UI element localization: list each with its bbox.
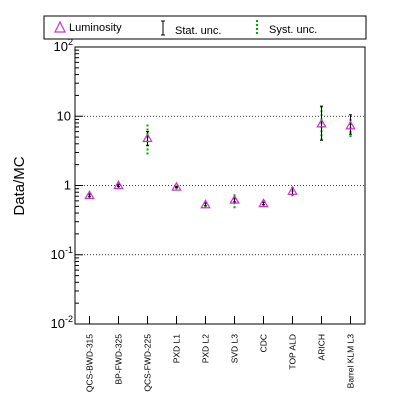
data-point [142,122,153,155]
legend-syst-label: Syst. unc. [269,24,317,36]
data-point [171,181,182,191]
luminosity-marker [316,118,327,128]
x-category-label: PXD L2 [201,334,211,364]
data-point [316,105,327,141]
y-tick-label-2: 1 [64,178,71,193]
luminosity-marker [113,180,124,190]
data-point [113,180,124,190]
luminosity-marker [84,189,95,200]
x-category-label: PXD L1 [172,334,182,364]
x-axis: QCS-BWD-315 BP-FWD-325 QCS-FWD-225 PXD L1 PX… [85,316,356,392]
luminosity-marker [229,194,240,204]
luminosity-marker [258,198,269,208]
x-category-label: ARICH [317,334,327,360]
y-tick-label-3: 10 [57,108,71,123]
legend-stat-marker [161,20,165,36]
y-axis-title: Data/MC [11,156,28,215]
grid [75,115,365,256]
x-category-label: SVD L3 [230,334,240,364]
data-point [229,192,240,209]
y-tick-label-1: 10-1 [51,245,73,262]
luminosity-marker [345,120,356,130]
x-category-label: QCS-FWD-225 [143,334,153,392]
data-point [287,185,298,197]
legend-frame [43,15,367,40]
x-category-label: QCS-BWD-315 [85,334,95,392]
luminosity-marker [171,181,182,191]
luminosity-marker [200,199,211,209]
data-point [84,189,95,200]
luminosity-marker [142,132,153,143]
x-category-label: TOP ALD [288,334,298,370]
legend-luminosity-marker [54,20,66,33]
data-point [345,114,356,138]
legend: Luminosity Stat. unc. Syst. unc. [43,15,367,40]
y-axis: 10-2 10-1 1 10 102 [51,37,83,331]
x-category-label: BP-FWD-325 [114,334,124,385]
data-point [258,198,269,208]
y-tick-label-4: 102 [54,37,73,54]
legend-luminosity-label: Luminosity [69,22,122,34]
x-category-label: Barrel KLM L3 [346,334,356,389]
y-tick-label-0: 10-2 [51,314,73,331]
x-category-label: CDC [259,334,269,352]
data-point [200,199,211,209]
luminosity-marker [287,185,298,195]
legend-stat-label: Stat. unc. [175,25,221,37]
data-points [84,105,356,209]
